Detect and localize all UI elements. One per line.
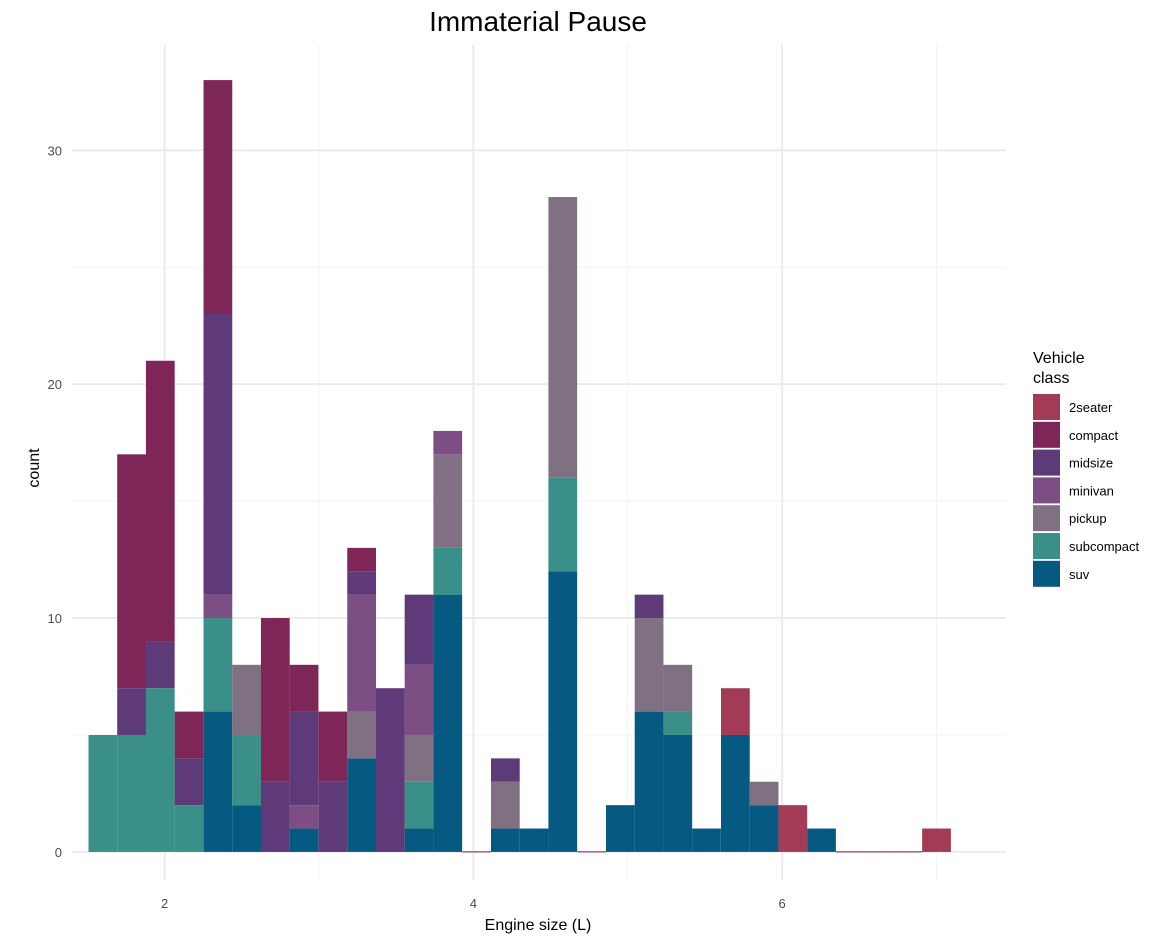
bar-segment-suv (404, 828, 434, 852)
legend-key-suv (1033, 560, 1060, 587)
bar-segment-compact (260, 618, 290, 782)
legend-label-2seater: 2seater (1069, 400, 1113, 415)
bar-segment-compact (318, 711, 348, 782)
bar-segment-compact (117, 454, 146, 689)
bar-segment-pickup (490, 781, 520, 829)
bar-segment-midsize (117, 688, 146, 735)
chart-title: Immaterial Pause (429, 6, 647, 37)
y-axis-title: count (26, 448, 43, 488)
bar-segment-minivan (203, 594, 233, 619)
bar-segment-suv (749, 805, 779, 852)
bar-segment-midsize (289, 711, 319, 806)
legend-title-line1: Vehicle (1033, 350, 1085, 367)
bar-segment-suv (807, 828, 836, 852)
bar-segment-midsize (318, 781, 348, 852)
bar-segment-minivan (433, 430, 463, 455)
bar-segment-suv (232, 805, 261, 852)
legend-label-suv: suv (1069, 567, 1090, 582)
bar-segment-pickup (347, 711, 376, 759)
bar-segment-subcompact (117, 734, 146, 852)
bar-segment-subcompact (203, 618, 233, 712)
legend-key-compact (1033, 421, 1060, 448)
legend-label-subcompact: subcompact (1069, 539, 1139, 554)
bar-segment-pickup (749, 781, 779, 806)
bar-segment-subcompact (548, 477, 578, 572)
bar-segment-suv (663, 734, 693, 852)
bar-segment-compact (145, 360, 175, 642)
y-tick-label: 0 (55, 845, 62, 860)
bar-segment-minivan (289, 805, 319, 829)
legend-key-minivan (1033, 477, 1060, 504)
legend-key-2seater (1033, 394, 1060, 420)
bar-segment-pickup (663, 664, 693, 712)
legend-key-pickup (1033, 505, 1060, 532)
bar-segment-suv (605, 805, 635, 852)
bar-segment-subcompact (433, 547, 463, 595)
legend-label-minivan: minivan (1069, 483, 1114, 498)
x-axis-title: Engine size (L) (485, 917, 592, 934)
bar-segment-suv (692, 828, 721, 852)
bar-segment-compact (203, 80, 233, 314)
bar-segment-suv (203, 711, 233, 852)
legend-label-compact: compact (1069, 428, 1119, 443)
bar-segment-subcompact (88, 734, 118, 852)
tick-labels: 2 4 6 0 10 20 30 (48, 143, 786, 911)
bar-segment-midsize (404, 594, 434, 665)
bar-segment-2seater (720, 688, 750, 735)
bar-segment-subcompact (663, 711, 693, 735)
bar-segment-subcompact (404, 781, 434, 829)
bar-segment-minivan (347, 594, 376, 712)
bar-segment-midsize (634, 594, 664, 619)
bar-segment-suv (519, 828, 549, 852)
bar-segment-midsize (260, 781, 290, 852)
bar-segment-pickup (548, 197, 578, 478)
y-tick-label: 30 (48, 143, 62, 158)
bar-segment-midsize (203, 313, 233, 595)
bar-segment-midsize (375, 688, 405, 852)
bar-segment-subcompact (174, 805, 204, 852)
bar-segment-compact (347, 547, 376, 572)
bar-segment-subcompact (145, 688, 175, 852)
bar-segment-pickup (634, 618, 664, 712)
bar-segment-suv (548, 571, 578, 852)
bar-segment-suv (490, 828, 520, 852)
bar-segment-pickup (232, 664, 261, 735)
legend-key-subcompact (1033, 533, 1060, 559)
bar-segment-suv (289, 828, 319, 852)
bar-segment-midsize (490, 758, 520, 782)
y-tick-label: 20 (48, 377, 62, 392)
bar-segment-2seater (922, 828, 951, 852)
bar-segment-pickup (404, 734, 434, 782)
bar-segment-suv (634, 711, 664, 852)
legend-title-line2: class (1033, 370, 1069, 387)
bar-segment-pickup (433, 454, 463, 548)
bar-segment-compact (174, 711, 204, 759)
bar-segment-2seater (778, 805, 808, 852)
bar-segment-suv (720, 734, 750, 852)
legend-label-pickup: pickup (1069, 511, 1107, 526)
bar-segment-suv (433, 594, 463, 852)
bar-segment-midsize (174, 758, 204, 806)
bars (88, 80, 951, 853)
bar-segment-minivan (404, 664, 434, 735)
bar-segment-midsize (347, 571, 376, 595)
legend-key-midsize (1033, 449, 1060, 476)
bar-segment-subcompact (232, 734, 261, 806)
bar-segment-compact (289, 664, 319, 712)
y-tick-label: 10 (48, 611, 62, 626)
bar-segment-midsize (145, 641, 175, 689)
x-tick-label: 6 (779, 896, 786, 911)
legend: Vehicle class 2seater compact midsize miniv… (1033, 350, 1139, 587)
bar-segment-suv (347, 758, 376, 852)
x-tick-label: 2 (161, 896, 168, 911)
legend-label-midsize: midsize (1069, 456, 1113, 471)
x-tick-label: 4 (470, 896, 477, 911)
